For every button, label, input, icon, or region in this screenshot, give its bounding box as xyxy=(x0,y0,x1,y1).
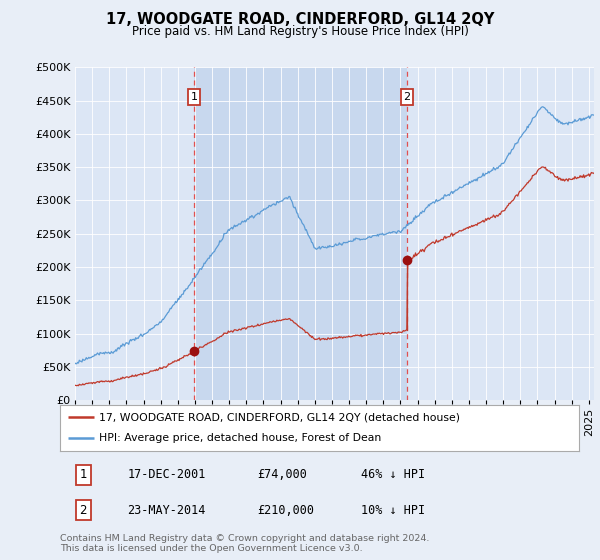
Text: This data is licensed under the Open Government Licence v3.0.: This data is licensed under the Open Gov… xyxy=(60,544,362,553)
Text: £74,000: £74,000 xyxy=(257,468,307,481)
Text: 1: 1 xyxy=(191,92,198,102)
Text: 10% ↓ HPI: 10% ↓ HPI xyxy=(361,504,425,517)
Text: 1: 1 xyxy=(80,468,87,481)
Text: 23-MAY-2014: 23-MAY-2014 xyxy=(127,504,206,517)
Bar xyxy=(194,67,407,400)
Text: 46% ↓ HPI: 46% ↓ HPI xyxy=(361,468,425,481)
Text: HPI: Average price, detached house, Forest of Dean: HPI: Average price, detached house, Fore… xyxy=(99,433,381,444)
Text: 2: 2 xyxy=(404,92,410,102)
Text: £210,000: £210,000 xyxy=(257,504,314,517)
Text: 17-DEC-2001: 17-DEC-2001 xyxy=(127,468,206,481)
Text: 17, WOODGATE ROAD, CINDERFORD, GL14 2QY: 17, WOODGATE ROAD, CINDERFORD, GL14 2QY xyxy=(106,12,494,27)
Text: 17, WOODGATE ROAD, CINDERFORD, GL14 2QY (detached house): 17, WOODGATE ROAD, CINDERFORD, GL14 2QY … xyxy=(99,412,460,422)
Text: Price paid vs. HM Land Registry's House Price Index (HPI): Price paid vs. HM Land Registry's House … xyxy=(131,25,469,38)
Text: Contains HM Land Registry data © Crown copyright and database right 2024.: Contains HM Land Registry data © Crown c… xyxy=(60,534,430,543)
Text: 2: 2 xyxy=(80,504,87,517)
